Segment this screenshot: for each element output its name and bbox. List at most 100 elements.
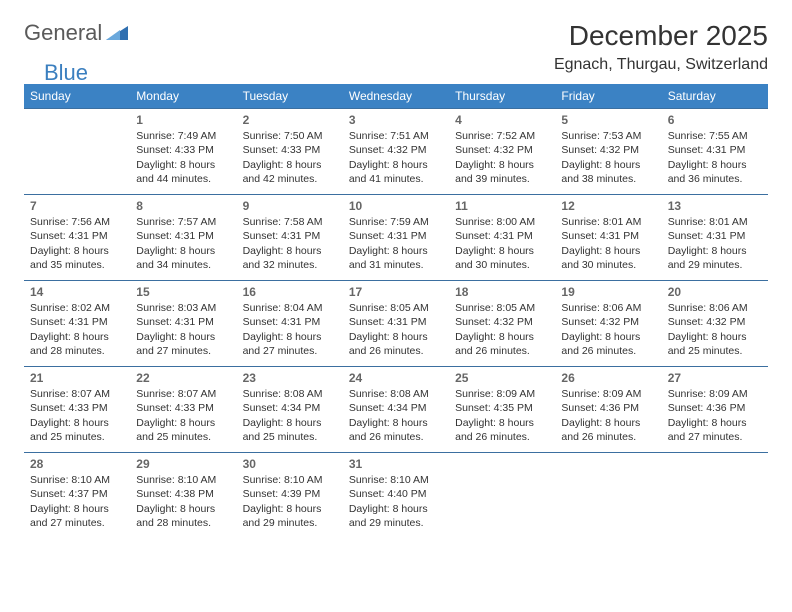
daylight-text: and 39 minutes.	[455, 172, 549, 186]
sunset-text: Sunset: 4:37 PM	[30, 487, 124, 501]
calendar-cell: 24Sunrise: 8:08 AMSunset: 4:34 PMDayligh…	[343, 367, 449, 453]
calendar-cell: 17Sunrise: 8:05 AMSunset: 4:31 PMDayligh…	[343, 281, 449, 367]
daylight-text: and 27 minutes.	[668, 430, 762, 444]
sunset-text: Sunset: 4:31 PM	[668, 229, 762, 243]
day-number: 21	[30, 370, 124, 386]
sunrise-text: Sunrise: 7:56 AM	[30, 215, 124, 229]
sunrise-text: Sunrise: 7:55 AM	[668, 129, 762, 143]
daylight-text: and 26 minutes.	[349, 344, 443, 358]
day-number: 26	[561, 370, 655, 386]
sunset-text: Sunset: 4:31 PM	[136, 315, 230, 329]
day-number: 16	[243, 284, 337, 300]
daylight-text: Daylight: 8 hours	[30, 244, 124, 258]
sunrise-text: Sunrise: 7:58 AM	[243, 215, 337, 229]
calendar-cell: 5Sunrise: 7:53 AMSunset: 4:32 PMDaylight…	[555, 109, 661, 195]
calendar-cell: 15Sunrise: 8:03 AMSunset: 4:31 PMDayligh…	[130, 281, 236, 367]
day-header: Thursday	[449, 84, 555, 109]
sunrise-text: Sunrise: 8:03 AM	[136, 301, 230, 315]
daylight-text: Daylight: 8 hours	[136, 158, 230, 172]
sunset-text: Sunset: 4:34 PM	[243, 401, 337, 415]
day-number: 14	[30, 284, 124, 300]
calendar-cell: 31Sunrise: 8:10 AMSunset: 4:40 PMDayligh…	[343, 453, 449, 539]
sunset-text: Sunset: 4:36 PM	[668, 401, 762, 415]
sunrise-text: Sunrise: 7:59 AM	[349, 215, 443, 229]
daylight-text: Daylight: 8 hours	[243, 502, 337, 516]
logo-text-general: General	[24, 20, 102, 46]
daylight-text: and 26 minutes.	[455, 430, 549, 444]
sunrise-text: Sunrise: 8:10 AM	[349, 473, 443, 487]
calendar-cell: 14Sunrise: 8:02 AMSunset: 4:31 PMDayligh…	[24, 281, 130, 367]
daylight-text: and 42 minutes.	[243, 172, 337, 186]
calendar-week-row: 28 Sunrise: 8:10 AM Sunset: 4:37 PM Dayligh…	[24, 453, 768, 539]
sunset-text: Sunset: 4:33 PM	[136, 401, 230, 415]
calendar-cell: 30Sunrise: 8:10 AMSunset: 4:39 PMDayligh…	[237, 453, 343, 539]
sunrise-text: Sunrise: 8:05 AM	[349, 301, 443, 315]
calendar-cell: 9Sunrise: 7:58 AMSunset: 4:31 PMDaylight…	[237, 195, 343, 281]
daylight-text: and 30 minutes.	[561, 258, 655, 272]
sunset-text: Sunset: 4:31 PM	[243, 315, 337, 329]
day-number: 23	[243, 370, 337, 386]
calendar-cell: 7Sunrise: 7:56 AMSunset: 4:31 PMDaylight…	[24, 195, 130, 281]
sunset-text: Sunset: 4:36 PM	[561, 401, 655, 415]
sunrise-text: Sunrise: 8:01 AM	[561, 215, 655, 229]
sunrise-text: Sunrise: 8:08 AM	[243, 387, 337, 401]
day-number: 27	[668, 370, 762, 386]
daylight-text: Daylight: 8 hours	[561, 330, 655, 344]
calendar-cell: 3Sunrise: 7:51 AMSunset: 4:32 PMDaylight…	[343, 109, 449, 195]
daylight-text: Daylight: 8 hours	[455, 330, 549, 344]
calendar-cell: 20Sunrise: 8:06 AMSunset: 4:32 PMDayligh…	[662, 281, 768, 367]
daylight-text: and 36 minutes.	[668, 172, 762, 186]
calendar-cell: 11Sunrise: 8:00 AMSunset: 4:31 PMDayligh…	[449, 195, 555, 281]
calendar-cell: 8Sunrise: 7:57 AMSunset: 4:31 PMDaylight…	[130, 195, 236, 281]
sunset-text: Sunset: 4:31 PM	[30, 229, 124, 243]
sunrise-text: Sunrise: 8:07 AM	[136, 387, 230, 401]
daylight-text: and 32 minutes.	[243, 258, 337, 272]
day-number: 9	[243, 198, 337, 214]
daylight-text: and 29 minutes.	[668, 258, 762, 272]
daylight-text: and 29 minutes.	[349, 516, 443, 530]
daylight-text: and 44 minutes.	[136, 172, 230, 186]
sunset-text: Sunset: 4:31 PM	[30, 315, 124, 329]
daylight-text: and 25 minutes.	[30, 430, 124, 444]
calendar-cell: 21Sunrise: 8:07 AMSunset: 4:33 PMDayligh…	[24, 367, 130, 453]
calendar-cell: 23Sunrise: 8:08 AMSunset: 4:34 PMDayligh…	[237, 367, 343, 453]
logo-triangle-icon	[106, 22, 128, 45]
daylight-text: Daylight: 8 hours	[668, 244, 762, 258]
calendar-cell: 27Sunrise: 8:09 AMSunset: 4:36 PMDayligh…	[662, 367, 768, 453]
location: Egnach, Thurgau, Switzerland	[554, 56, 768, 74]
sunset-text: Sunset: 4:32 PM	[455, 143, 549, 157]
daylight-text: and 28 minutes.	[136, 516, 230, 530]
calendar-cell: 22Sunrise: 8:07 AMSunset: 4:33 PMDayligh…	[130, 367, 236, 453]
daylight-text: Daylight: 8 hours	[561, 244, 655, 258]
sunset-text: Sunset: 4:31 PM	[349, 315, 443, 329]
daylight-text: Daylight: 8 hours	[349, 330, 443, 344]
calendar-cell: 10Sunrise: 7:59 AMSunset: 4:31 PMDayligh…	[343, 195, 449, 281]
daylight-text: Daylight: 8 hours	[561, 416, 655, 430]
sunrise-text: Sunrise: 8:02 AM	[30, 301, 124, 315]
day-number: 28	[30, 456, 124, 472]
calendar-week-row: 1Sunrise: 7:49 AMSunset: 4:33 PMDaylight…	[24, 109, 768, 195]
sunset-text: Sunset: 4:32 PM	[349, 143, 443, 157]
day-header: Wednesday	[343, 84, 449, 109]
daylight-text: and 26 minutes.	[561, 430, 655, 444]
sunrise-text: Sunrise: 8:10 AM	[243, 473, 337, 487]
calendar-cell: 1Sunrise: 7:49 AMSunset: 4:33 PMDaylight…	[130, 109, 236, 195]
calendar-week-row: 7Sunrise: 7:56 AMSunset: 4:31 PMDaylight…	[24, 195, 768, 281]
daylight-text: Daylight: 8 hours	[243, 244, 337, 258]
daylight-text: and 26 minutes.	[349, 430, 443, 444]
calendar-cell: 26Sunrise: 8:09 AMSunset: 4:36 PMDayligh…	[555, 367, 661, 453]
daylight-text: Daylight: 8 hours	[243, 416, 337, 430]
sunrise-text: Sunrise: 7:53 AM	[561, 129, 655, 143]
sunrise-text: Sunrise: 8:04 AM	[243, 301, 337, 315]
sunset-text: Sunset: 4:31 PM	[243, 229, 337, 243]
daylight-text: and 38 minutes.	[561, 172, 655, 186]
daylight-text: Daylight: 8 hours	[455, 158, 549, 172]
sunset-text: Sunset: 4:38 PM	[136, 487, 230, 501]
calendar-cell: 6Sunrise: 7:55 AMSunset: 4:31 PMDaylight…	[662, 109, 768, 195]
calendar-cell: 28Sunrise: 8:10 AMSunset: 4:37 PMDayligh…	[24, 453, 130, 539]
sunrise-text: Sunrise: 8:06 AM	[668, 301, 762, 315]
calendar-cell	[449, 453, 555, 539]
daylight-text: Daylight: 8 hours	[668, 158, 762, 172]
day-header: Tuesday	[237, 84, 343, 109]
daylight-text: Daylight: 8 hours	[243, 330, 337, 344]
